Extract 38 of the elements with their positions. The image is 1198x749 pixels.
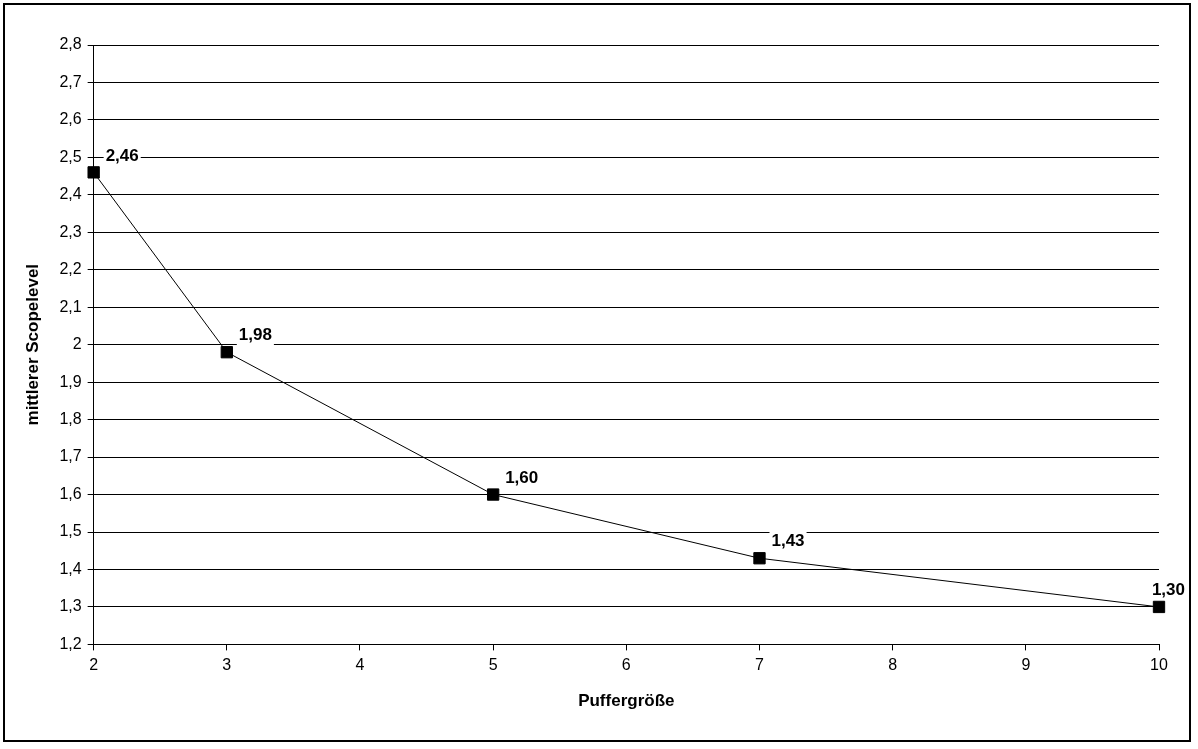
y-tick-label: 2,4 xyxy=(59,185,82,203)
point xyxy=(220,346,233,359)
y-tick-label: 1,4 xyxy=(59,559,82,577)
y-tick-label: 1,9 xyxy=(59,372,82,390)
x-tick-label: 10 xyxy=(1150,656,1168,674)
x-tick-label: 9 xyxy=(1021,656,1031,674)
point xyxy=(87,166,100,179)
y-tick-label: 2,8 xyxy=(59,35,82,53)
y-tick-label: 2,1 xyxy=(59,297,82,315)
x-tick-label: 6 xyxy=(621,656,631,674)
y-tick-label: 1,2 xyxy=(59,634,82,652)
x-tick-label: 7 xyxy=(755,656,765,674)
y-tick-label: 2,5 xyxy=(59,147,82,165)
y-tick-label: 1,6 xyxy=(59,484,82,502)
data-label: 1,60 xyxy=(505,467,539,487)
y-tick-label: 1,7 xyxy=(59,447,82,465)
x-tick-label: 4 xyxy=(355,656,365,674)
y-tick-label: 2,6 xyxy=(59,110,82,128)
y-tick-label: 2 xyxy=(72,335,82,353)
x-tick-label: 3 xyxy=(222,656,232,674)
y-tick-label: 2,2 xyxy=(59,260,82,278)
x-tick-label: 8 xyxy=(888,656,898,674)
y-tick-label: 1,8 xyxy=(59,410,82,428)
data-label: 2,46 xyxy=(105,145,139,165)
y-axis-title: mittlerer Scopelevel xyxy=(22,263,42,426)
y-tick-label: 2,3 xyxy=(59,222,82,240)
point xyxy=(1152,600,1166,614)
y-tick-label: 2,7 xyxy=(59,72,82,90)
x-tick-label: 5 xyxy=(488,656,498,674)
point xyxy=(487,488,500,501)
data-label: 1,30 xyxy=(1151,580,1186,600)
y-tick-label: 1,3 xyxy=(59,597,82,615)
data-label: 1,43 xyxy=(771,531,805,551)
x-tick-label: 2 xyxy=(89,656,99,674)
data-label: 1,98 xyxy=(238,325,272,345)
point xyxy=(753,552,766,565)
y-tick-label: 1,5 xyxy=(59,522,82,540)
x-axis-title: Puffergröße xyxy=(578,691,675,711)
